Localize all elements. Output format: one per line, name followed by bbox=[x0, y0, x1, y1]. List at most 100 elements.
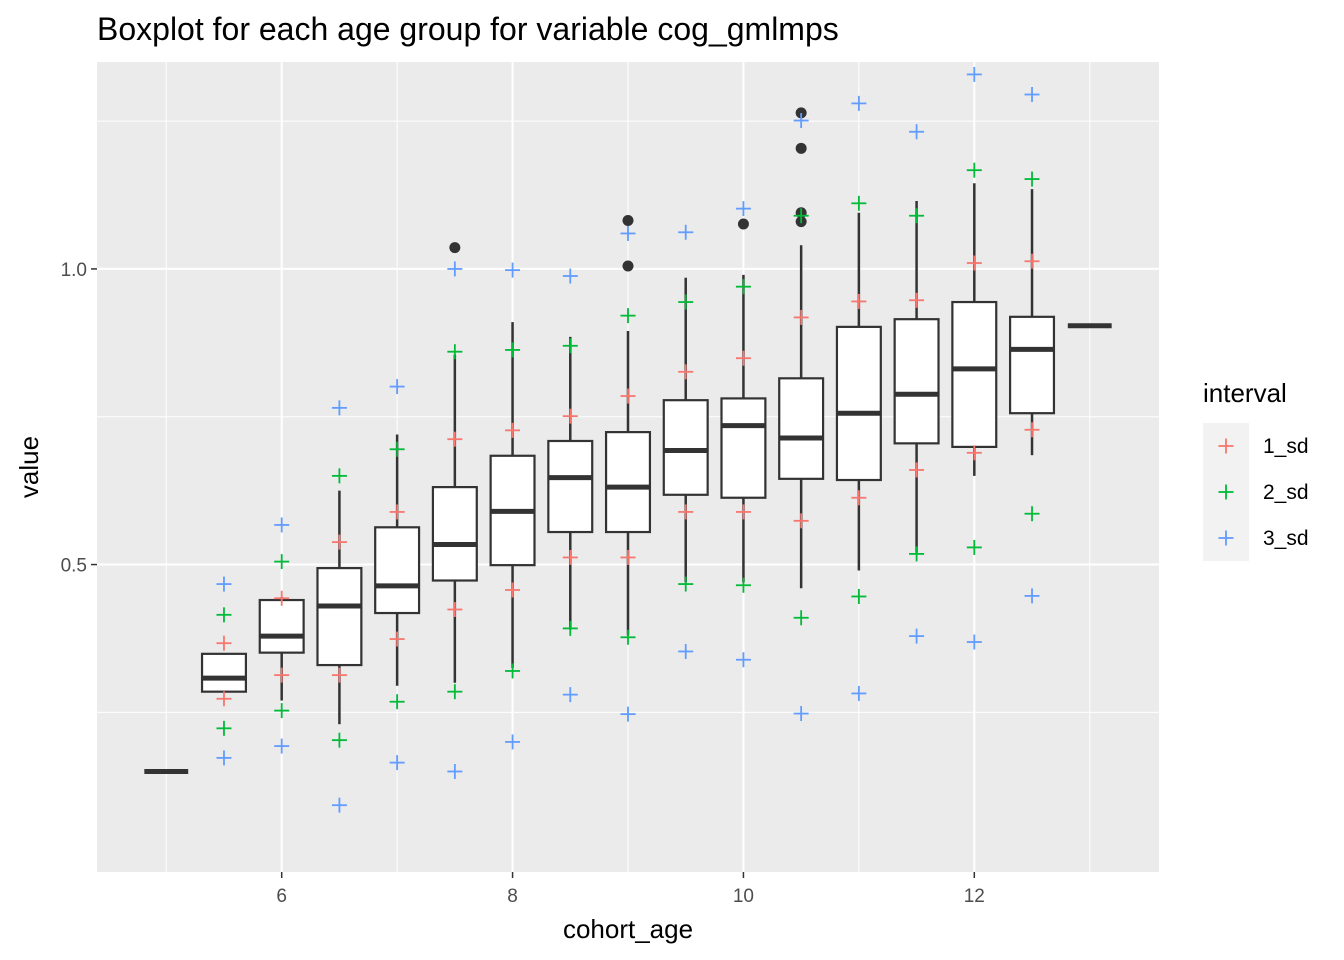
legend: interval 1_sd 2_sd 3_sd bbox=[1203, 378, 1309, 561]
point-3_sd bbox=[331, 400, 347, 416]
point-2_sd bbox=[331, 732, 347, 748]
point-1_sd bbox=[389, 504, 405, 520]
chart-title: Boxplot for each age group for variable … bbox=[97, 11, 839, 47]
point-3_sd bbox=[793, 113, 809, 129]
legend-key-1_sd bbox=[1218, 438, 1234, 454]
point-2_sd bbox=[505, 663, 521, 679]
box-group bbox=[835, 212, 882, 571]
point-3_sd bbox=[678, 643, 694, 659]
point-1_sd bbox=[331, 534, 347, 550]
point-1_sd bbox=[851, 293, 867, 309]
point-1_sd bbox=[909, 292, 925, 308]
point-2_sd bbox=[1024, 506, 1040, 522]
y-axis: 0.5 1.0 bbox=[61, 260, 97, 577]
point-1_sd bbox=[505, 582, 521, 598]
point-3_sd bbox=[447, 261, 463, 277]
point-2_sd bbox=[274, 703, 290, 719]
box-group bbox=[547, 336, 594, 630]
point-1_sd bbox=[1024, 253, 1040, 269]
box-group bbox=[778, 107, 825, 589]
point-1_sd bbox=[447, 601, 463, 617]
point-3_sd bbox=[851, 95, 867, 111]
point-1_sd bbox=[216, 635, 232, 651]
point-3_sd bbox=[274, 738, 290, 754]
box-group bbox=[200, 652, 248, 693]
y-tick-label: 0.5 bbox=[61, 556, 87, 577]
point-1_sd bbox=[909, 462, 925, 478]
point-1_sd bbox=[793, 309, 809, 325]
point-2_sd bbox=[562, 338, 578, 354]
legend-title: interval bbox=[1203, 378, 1287, 408]
box-rect bbox=[547, 439, 594, 534]
point-3_sd bbox=[505, 734, 521, 750]
point-3_sd bbox=[562, 268, 578, 284]
point-3_sd bbox=[216, 750, 232, 766]
point-1_sd bbox=[678, 364, 694, 380]
point-2_sd bbox=[216, 607, 232, 623]
point-3_sd bbox=[1024, 588, 1040, 604]
point-1_sd bbox=[735, 504, 751, 520]
point-3_sd bbox=[620, 706, 636, 722]
point-1_sd bbox=[851, 490, 867, 506]
point-3_sd bbox=[1024, 87, 1040, 103]
point-2_sd bbox=[562, 620, 578, 636]
point-1_sd bbox=[562, 549, 578, 565]
point-2_sd bbox=[735, 279, 751, 295]
point-1_sd bbox=[274, 590, 290, 606]
point-3_sd bbox=[331, 797, 347, 813]
point-3_sd bbox=[735, 201, 751, 217]
point-3_sd bbox=[851, 685, 867, 701]
box-group bbox=[662, 277, 709, 583]
point-2_sd bbox=[678, 294, 694, 310]
box-rect bbox=[431, 486, 478, 582]
box-group bbox=[489, 322, 536, 669]
point-3_sd bbox=[793, 706, 809, 722]
box-rect bbox=[951, 300, 998, 448]
box-group bbox=[604, 214, 652, 636]
point-1_sd bbox=[966, 255, 982, 271]
point-3_sd bbox=[966, 66, 982, 82]
x-axis-title: cohort_age bbox=[563, 914, 693, 944]
box-rect bbox=[1008, 315, 1056, 415]
point-2_sd bbox=[678, 576, 694, 592]
legend-key-2_sd bbox=[1218, 484, 1234, 500]
point-3_sd bbox=[966, 634, 982, 650]
point-1_sd bbox=[966, 445, 982, 461]
boxes-layer bbox=[144, 107, 1112, 774]
point-3_sd bbox=[389, 755, 405, 771]
legend-key-3_sd bbox=[1218, 530, 1234, 546]
point-1_sd bbox=[735, 350, 751, 366]
point-2_sd bbox=[735, 577, 751, 593]
point-2_sd bbox=[447, 684, 463, 700]
box-group bbox=[951, 183, 998, 476]
point-3_sd bbox=[735, 652, 751, 668]
interval-points-layer bbox=[216, 66, 1040, 813]
point-1_sd bbox=[389, 631, 405, 647]
point-1_sd bbox=[216, 691, 232, 707]
y-axis-title: value bbox=[14, 436, 44, 498]
point-2_sd bbox=[793, 208, 809, 224]
point-1_sd bbox=[562, 408, 578, 424]
box-group bbox=[258, 597, 305, 701]
point-2_sd bbox=[389, 441, 405, 457]
box-group bbox=[893, 200, 940, 553]
point-2_sd bbox=[274, 554, 290, 570]
point-2_sd bbox=[620, 629, 636, 645]
box-rect bbox=[778, 377, 825, 480]
point-2_sd bbox=[909, 208, 925, 224]
point-1_sd bbox=[793, 513, 809, 529]
x-tick-label: 10 bbox=[733, 886, 754, 907]
point-2_sd bbox=[909, 546, 925, 562]
point-2_sd bbox=[1024, 171, 1040, 187]
box-rect bbox=[835, 325, 882, 482]
y-tick-label: 1.0 bbox=[61, 260, 87, 281]
box-rect bbox=[720, 397, 767, 499]
x-tick-label: 6 bbox=[276, 886, 287, 907]
point-2_sd bbox=[447, 344, 463, 360]
box-rect bbox=[893, 318, 940, 445]
point-1_sd bbox=[1024, 422, 1040, 438]
point-2_sd bbox=[966, 162, 982, 178]
box-group bbox=[1008, 189, 1056, 456]
point-3_sd bbox=[909, 124, 925, 140]
